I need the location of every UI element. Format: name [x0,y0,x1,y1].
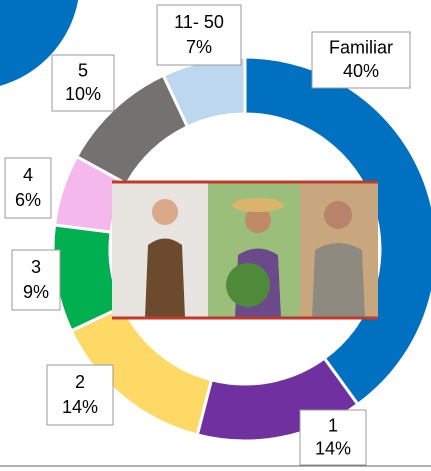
labels: Familiar 40% 1 14% 2 14% 3 9% 4 6% 5 10% 11- 50 7% [4,4,411,466]
category-label: Familiar [329,38,393,58]
category-label: 5 [78,61,88,81]
value-label: 10% [65,84,101,104]
value-label: 14% [315,438,351,458]
label-box [311,31,411,89]
category-label: 4 [23,165,33,185]
label-box [4,157,52,219]
value-label: 9% [23,282,49,302]
category-label: 11- 50 [174,12,224,32]
corner-decoration [0,0,79,86]
category-label: 3 [31,257,41,277]
label-box [46,364,114,426]
category-label: 2 [75,372,85,392]
value-label: 40% [343,61,379,81]
value-label: 14% [62,397,98,417]
label-box [299,409,367,466]
category-label: 1 [328,415,338,435]
value-label: 6% [15,190,41,210]
donut-segment [243,55,431,407]
label-box [51,54,115,112]
donut-segment [161,55,247,129]
center-photo [112,180,378,320]
value-label: 7% [186,37,212,57]
label-box [156,4,242,66]
label-box [11,249,61,311]
